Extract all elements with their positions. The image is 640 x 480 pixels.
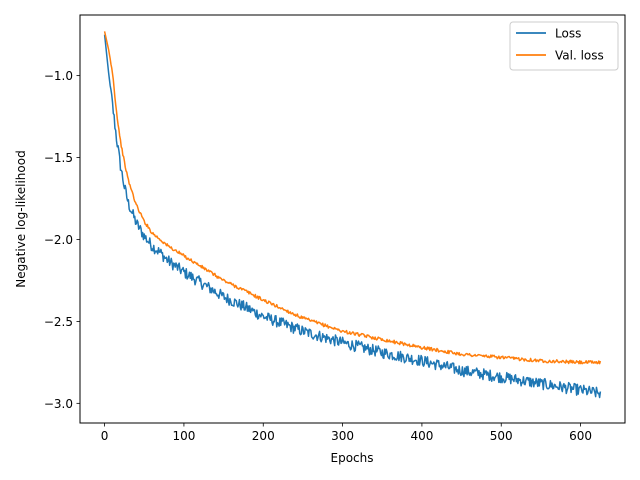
y-tick-label: −1.5	[44, 151, 73, 165]
x-axis-title: Epochs	[331, 451, 374, 465]
plot-area	[80, 15, 625, 423]
x-tick-label: 0	[101, 429, 109, 443]
plot-frame	[79, 14, 626, 424]
series-line-loss	[103, 34, 602, 399]
y-axis-title: Negative log-likelihood	[14, 150, 28, 287]
y-tick-label: −3.0	[44, 397, 73, 411]
x-axis: 0 100 200 300 400 500 600	[101, 423, 592, 443]
y-tick-label: −2.0	[44, 233, 73, 247]
legend-label-val-loss: Val. loss	[555, 49, 604, 63]
x-tick-label: 100	[172, 429, 195, 443]
y-axis: −3.0 −2.5 −2.0 −1.5 −1.0	[44, 69, 80, 411]
legend-box	[509, 21, 619, 71]
x-tick-label: 600	[569, 429, 592, 443]
x-tick-label: 400	[410, 429, 433, 443]
legend: Loss Val. loss	[509, 21, 619, 71]
series-layer	[103, 31, 602, 399]
x-tick-label: 200	[252, 429, 275, 443]
y-tick-label: −1.0	[44, 69, 73, 83]
legend-label-loss: Loss	[555, 27, 581, 41]
series-line-val-loss	[103, 31, 602, 365]
y-tick-label: −2.5	[44, 315, 73, 329]
x-tick-label: 500	[490, 429, 513, 443]
x-tick-label: 300	[331, 429, 354, 443]
